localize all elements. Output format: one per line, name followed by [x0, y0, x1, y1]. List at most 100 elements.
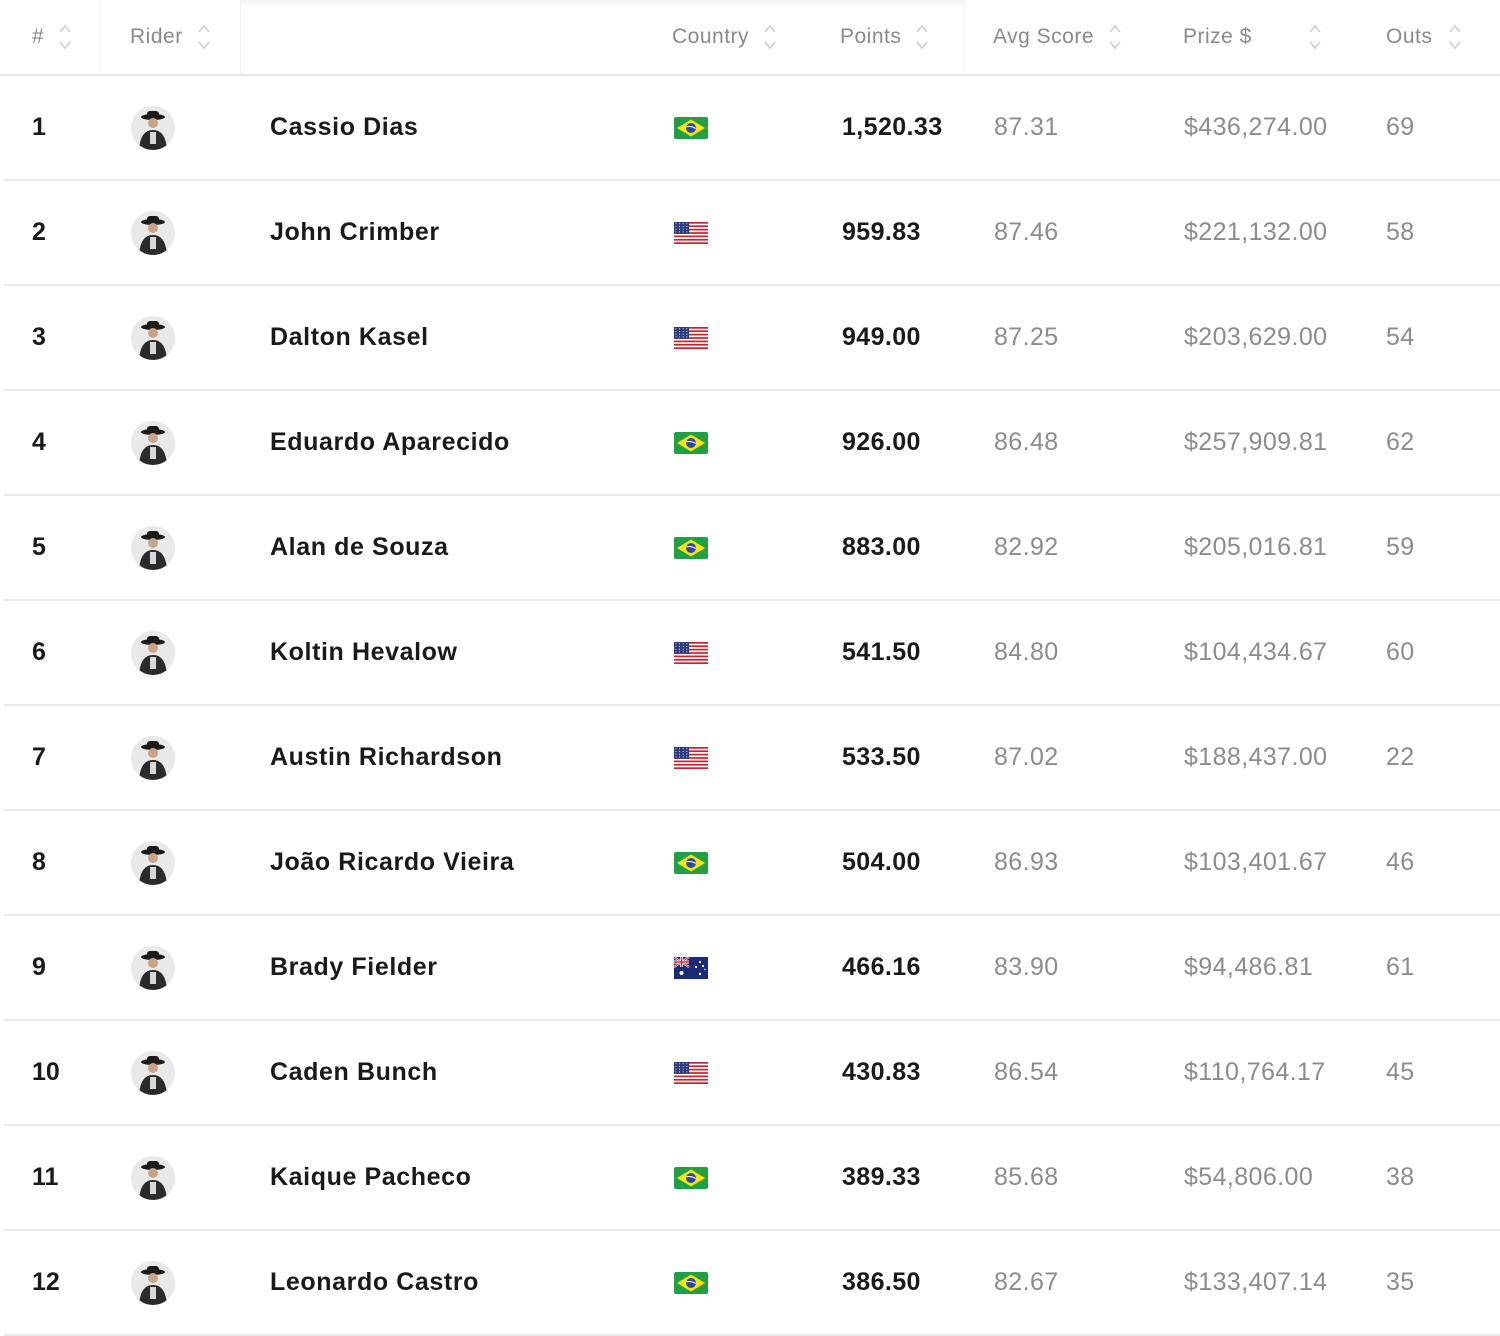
avatar-cell[interactable]: [131, 1126, 175, 1229]
table-row[interactable]: 1 Cassio Dias 1,520.33 87.31 $436,274.00…: [4, 76, 1500, 181]
sort-icon[interactable]: [1448, 22, 1462, 52]
table-header: # Rider Country Points: [0, 0, 1500, 76]
rider-name-link[interactable]: Leonardo Castro: [270, 1268, 480, 1296]
rank-cell: 12: [32, 1268, 60, 1296]
prize-cell: $133,407.14: [1184, 1268, 1328, 1296]
rider-name-link[interactable]: Eduardo Aparecido: [270, 428, 510, 456]
sort-icon[interactable]: [763, 22, 777, 52]
avatar-cell[interactable]: [131, 706, 175, 809]
rider-name-link[interactable]: Alan de Souza: [270, 533, 449, 561]
rank-cell: 6: [32, 638, 46, 666]
table-row[interactable]: 10 Caden Bunch 430.83 86.54 $110,764.17 …: [4, 1021, 1500, 1126]
outs-cell: 54: [1386, 323, 1415, 351]
column-header-outs[interactable]: Outs: [1386, 0, 1462, 74]
rider-name-link[interactable]: Brady Fielder: [270, 953, 438, 981]
sort-icon[interactable]: [197, 22, 211, 52]
rider-name-link[interactable]: Kaique Pacheco: [270, 1163, 472, 1191]
rider-photo-icon: [131, 1050, 175, 1095]
avatar-cell[interactable]: [131, 601, 175, 704]
rider-name-link[interactable]: Dalton Kasel: [270, 323, 429, 351]
sort-icon[interactable]: [915, 22, 929, 52]
prize-cell: $436,274.00: [1184, 113, 1328, 141]
table-row[interactable]: 7 Austin Richardson 533.50 87.02 $188,43…: [4, 706, 1500, 811]
header-shadow: [240, 0, 964, 8]
table-row[interactable]: 2 John Crimber 959.83 87.46 $221,132.00 …: [4, 181, 1500, 286]
rider-photo-icon: [131, 315, 175, 360]
rank-cell: 11: [32, 1163, 59, 1191]
table-row[interactable]: 4 Eduardo Aparecido 926.00 86.48 $257,90…: [4, 391, 1500, 496]
table-row[interactable]: 8 João Ricardo Vieira 504.00 86.93 $103,…: [4, 811, 1500, 916]
avatar-cell[interactable]: [131, 1231, 175, 1334]
points-cell: 926.00: [842, 428, 921, 456]
avatar-cell[interactable]: [131, 916, 175, 1019]
column-header-rank[interactable]: #: [32, 0, 72, 74]
rider-name-link[interactable]: Caden Bunch: [270, 1058, 438, 1086]
column-header-country-label: Country: [672, 25, 750, 48]
column-header-rider[interactable]: Rider: [130, 0, 211, 74]
avatar-cell[interactable]: [131, 811, 175, 914]
avatar-cell[interactable]: [131, 1021, 175, 1124]
rider-photo-icon: [131, 840, 175, 885]
table-row[interactable]: 12 Leonardo Castro 386.50 82.67 $133,407…: [4, 1231, 1500, 1336]
rider-name-link[interactable]: Austin Richardson: [270, 743, 503, 771]
points-cell: 533.50: [842, 743, 921, 771]
rider-avatar[interactable]: [131, 1260, 175, 1305]
avatar-cell[interactable]: [131, 286, 175, 389]
rider-name-link[interactable]: John Crimber: [270, 218, 440, 246]
avatar-cell[interactable]: [131, 496, 175, 599]
table-body: 1 Cassio Dias 1,520.33 87.31 $436,274.00…: [0, 76, 1500, 1336]
table-row[interactable]: 9 Brady Fielder 466.16 83.90 $94,486.81 …: [4, 916, 1500, 1021]
rider-avatar[interactable]: [131, 1155, 175, 1200]
rider-avatar[interactable]: [131, 420, 175, 465]
sort-icon[interactable]: [1108, 22, 1122, 52]
rider-avatar[interactable]: [131, 735, 175, 780]
column-header-avg-score-label: Avg Score: [993, 25, 1094, 48]
prize-cell: $94,486.81: [1184, 953, 1314, 981]
avatar-cell[interactable]: [131, 76, 175, 179]
sort-icon[interactable]: [58, 22, 72, 52]
rider-name-link[interactable]: Cassio Dias: [270, 113, 419, 141]
column-header-prize[interactable]: Prize $: [1183, 0, 1322, 74]
points-cell: 949.00: [842, 323, 921, 351]
table-row[interactable]: 5 Alan de Souza 883.00 82.92 $205,016.81…: [4, 496, 1500, 601]
points-cell: 466.16: [842, 953, 921, 981]
avg-score-cell: 87.02: [994, 743, 1059, 771]
table-row[interactable]: 3 Dalton Kasel 949.00 87.25 $203,629.00 …: [4, 286, 1500, 391]
brazil-flag-icon: [674, 391, 708, 494]
usa-flag-icon: [674, 286, 708, 389]
rider-avatar[interactable]: [131, 630, 175, 675]
column-header-points[interactable]: Points: [840, 0, 929, 74]
rank-cell: 2: [32, 218, 46, 246]
avatar-cell[interactable]: [131, 391, 175, 494]
points-cell: 541.50: [842, 638, 921, 666]
outs-cell: 58: [1386, 218, 1415, 246]
rider-avatar[interactable]: [131, 210, 175, 255]
rider-avatar[interactable]: [131, 840, 175, 885]
table-row[interactable]: 11 Kaique Pacheco 389.33 85.68 $54,806.0…: [4, 1126, 1500, 1231]
prize-cell: $54,806.00: [1184, 1163, 1314, 1191]
outs-cell: 46: [1386, 848, 1415, 876]
rider-avatar[interactable]: [131, 315, 175, 360]
rider-avatar[interactable]: [131, 525, 175, 570]
table-row[interactable]: 6 Koltin Hevalow 541.50 84.80 $104,434.6…: [4, 601, 1500, 706]
usa-flag-icon: [674, 706, 708, 809]
avg-score-cell: 82.92: [994, 533, 1059, 561]
column-header-rider-label: Rider: [130, 25, 183, 48]
rider-avatar[interactable]: [131, 1050, 175, 1095]
rank-cell: 8: [32, 848, 46, 876]
rider-avatar[interactable]: [131, 945, 175, 990]
rider-avatar[interactable]: [131, 105, 175, 150]
column-header-avg-score[interactable]: Avg Score: [993, 0, 1122, 74]
brazil-flag-icon: [674, 496, 708, 599]
sort-icon[interactable]: [1308, 22, 1322, 52]
rider-name-link[interactable]: Koltin Hevalow: [270, 638, 458, 666]
rider-name-link[interactable]: João Ricardo Vieira: [270, 848, 515, 876]
avg-score-cell: 84.80: [994, 638, 1059, 666]
points-cell: 504.00: [842, 848, 921, 876]
avg-score-cell: 82.67: [994, 1268, 1059, 1296]
avatar-cell[interactable]: [131, 181, 175, 284]
points-cell: 1,520.33: [842, 113, 943, 141]
outs-cell: 62: [1386, 428, 1415, 456]
column-header-country[interactable]: Country: [672, 0, 777, 74]
